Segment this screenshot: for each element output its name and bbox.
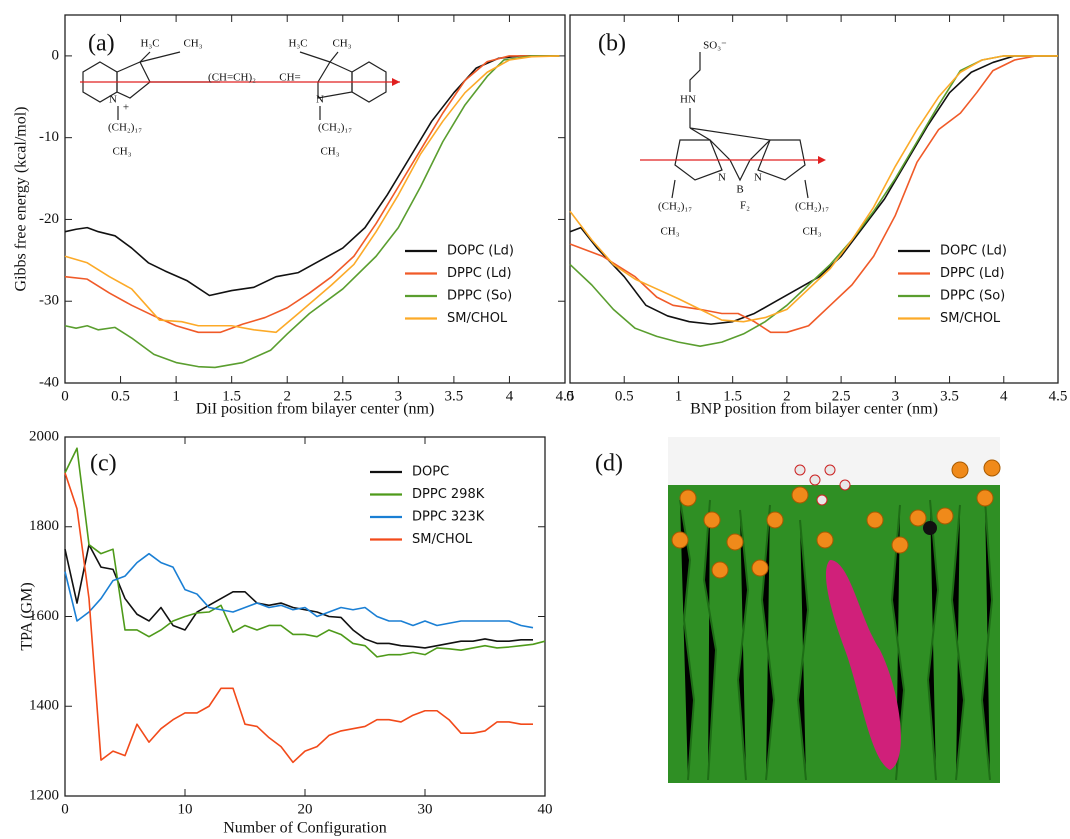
x-tick-label: 3.5 [940, 388, 959, 404]
y-tick-label: -20 [39, 211, 59, 227]
series-line [64, 552, 534, 629]
legend-label: SM/CHOL [412, 532, 473, 547]
structure-label: CH₃ [183, 38, 202, 50]
structure-label: H₃C [140, 38, 159, 50]
x-tick-label: 2 [283, 388, 291, 404]
x-axis-label: BNP position from bilayer center (nm) [690, 401, 938, 418]
legend-label: DPPC (Ld) [940, 266, 1005, 281]
y-tick-label: 1400 [29, 698, 59, 714]
structure-label: CH₃ [320, 146, 339, 158]
panel-label: (b) [598, 31, 626, 57]
plot-frame [64, 14, 566, 384]
x-tick-label: 1 [675, 388, 683, 404]
structure-label: CH₃ [112, 146, 131, 158]
arrow-head [392, 78, 400, 86]
x-tick-label: 0.5 [615, 388, 634, 404]
y-tick-label: -30 [39, 293, 59, 309]
legend-label: SM/CHOL [940, 311, 1001, 326]
y-tick-label: -40 [39, 374, 59, 390]
x-tick-label: 1.5 [723, 388, 742, 404]
x-tick-label: 1.5 [222, 388, 241, 404]
legend-label: DPPC (Ld) [447, 266, 512, 281]
series-line [64, 55, 560, 369]
legend-label: DPPC 323K [412, 510, 485, 525]
structure-label: (CH₂)₁₇ [658, 201, 692, 213]
structure-label: CH₃ [802, 226, 821, 238]
structure-label: CH₃ [332, 38, 351, 50]
structure-label: N [316, 94, 324, 106]
x-tick-label: 3 [892, 388, 900, 404]
structure-label: N [109, 94, 117, 106]
x-tick-label: 10 [178, 801, 193, 817]
series-line [569, 55, 1058, 325]
x-axis-label: DiI position from bilayer center (nm) [196, 401, 435, 418]
structure-b [671, 52, 809, 199]
structure-label: (CH₂)₁₇ [108, 122, 142, 134]
structure-label: (CH=CH)₂ [208, 72, 256, 84]
x-tick-label: 30 [418, 801, 433, 817]
legend-label: SM/CHOL [447, 311, 508, 326]
structure-label: B [736, 184, 743, 196]
x-tick-label: 3.5 [445, 388, 464, 404]
legend-label: DOPC [412, 465, 449, 480]
x-axis-label: Number of Configuration [223, 820, 387, 837]
legend-label: DPPC (So) [940, 289, 1005, 304]
x-tick-label: 0 [566, 388, 574, 404]
y-axis-label: Gibbs free energy (kcal/mol) [13, 107, 30, 292]
y-tick-label: 1800 [29, 518, 59, 534]
plot-frame [569, 14, 1059, 384]
legend-label: DPPC 298K [412, 487, 485, 502]
panel-label: (d) [595, 451, 623, 477]
x-tick-label: 2.5 [333, 388, 352, 404]
y-tick-label: -10 [39, 129, 59, 145]
structure-label: (CH₂)₁₇ [318, 122, 352, 134]
arrow-head [818, 156, 826, 164]
y-tick-label: 1200 [29, 787, 59, 803]
x-tick-label: 1 [172, 388, 180, 404]
series-line [64, 447, 546, 658]
x-tick-label: 0 [61, 801, 69, 817]
panel-label: (c) [90, 451, 117, 477]
structure-label: F₂ [740, 200, 750, 212]
structure-label: CH= [279, 72, 300, 84]
x-tick-label: 2.5 [832, 388, 851, 404]
legend-label: DPPC (So) [447, 289, 512, 304]
x-tick-label: 0 [61, 388, 69, 404]
structure-label: (CH₂)₁₇ [795, 201, 829, 213]
series-line [569, 55, 1058, 347]
series-line [64, 472, 533, 764]
structure-label: N [754, 172, 762, 184]
x-tick-label: 40 [538, 801, 553, 817]
structure-label: SO₃⁻ [703, 40, 727, 52]
series-line [64, 55, 560, 334]
x-tick-label: 3 [395, 388, 403, 404]
series-line [569, 55, 1058, 334]
y-tick-label: 0 [52, 47, 60, 63]
x-tick-label: 2 [783, 388, 791, 404]
series-line [64, 55, 560, 297]
y-tick-label: 1600 [29, 608, 59, 624]
x-tick-label: 4.5 [556, 388, 575, 404]
legend-label: DOPC (Ld) [940, 244, 1007, 259]
structure-label: N [718, 172, 726, 184]
md-snapshot [668, 437, 1001, 783]
x-tick-label: 0.5 [111, 388, 130, 404]
structure-label: CH₃ [660, 226, 679, 238]
structure-label: H₃C [288, 38, 307, 50]
series-line [64, 543, 533, 649]
x-tick-label: 4 [506, 388, 514, 404]
x-tick-label: 20 [298, 801, 313, 817]
x-tick-label: 4.5 [1049, 388, 1068, 404]
panel-label: (a) [88, 31, 115, 57]
x-tick-label: 4 [1000, 388, 1008, 404]
y-tick-label: 2000 [29, 428, 59, 444]
legend-label: DOPC (Ld) [447, 244, 514, 259]
structure-label: + [123, 102, 129, 114]
y-axis-label: TPA (GM) [19, 582, 36, 650]
series-line [64, 55, 560, 334]
series-line [569, 55, 1058, 323]
structure-label: HN [680, 94, 696, 106]
